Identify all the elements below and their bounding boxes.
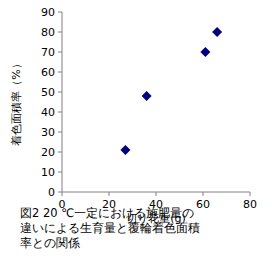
y-tick-label: 50 — [41, 86, 55, 99]
y-tick — [58, 52, 62, 53]
y-tick-label: 30 — [41, 126, 55, 139]
y-tick-label: 90 — [41, 6, 55, 19]
caption: 図2 20 ℃一定における施肥量の違いによる生育量と覆輪着色面積率との関係 — [20, 206, 202, 251]
point — [142, 91, 152, 101]
y-tick-label: 40 — [41, 106, 55, 119]
y-tick — [58, 152, 62, 153]
y-tick — [58, 32, 62, 33]
x-tick — [250, 192, 251, 196]
y-tick-label: 70 — [41, 46, 55, 59]
y-tick-label: 10 — [41, 166, 55, 179]
x-tick-label: 60 — [196, 198, 210, 211]
x-tick — [203, 192, 204, 196]
y-tick-label: 0 — [48, 186, 55, 199]
y-tick-label: 80 — [41, 26, 55, 39]
y-tick — [58, 112, 62, 113]
y-tick — [58, 72, 62, 73]
y-tick — [58, 192, 62, 193]
y-tick-label: 60 — [41, 66, 55, 79]
y-tick — [58, 12, 62, 13]
x-tick-label: 80 — [243, 198, 257, 211]
y-tick — [58, 172, 62, 173]
x-tick — [156, 192, 157, 196]
y-axis-label: 着色面積率（%） — [10, 58, 23, 145]
y-axis — [62, 12, 63, 192]
y-tick — [58, 132, 62, 133]
y-tick — [58, 92, 62, 93]
x-tick — [62, 192, 63, 196]
y-tick-label: 20 — [41, 146, 55, 159]
point — [200, 47, 210, 57]
x-tick — [109, 192, 110, 196]
point — [212, 27, 222, 37]
points — [120, 27, 222, 155]
point — [120, 145, 130, 155]
